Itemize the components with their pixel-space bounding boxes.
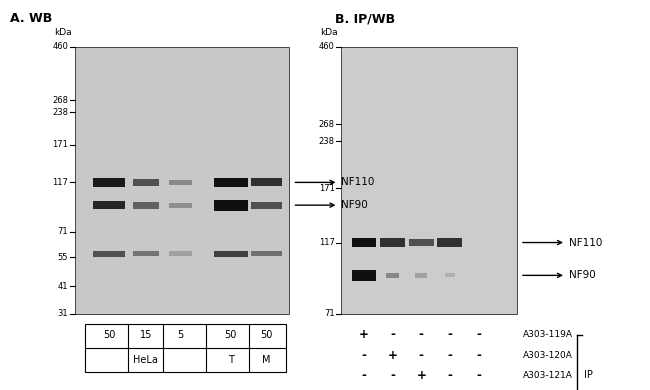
Text: 460: 460	[319, 42, 335, 51]
Text: +: +	[387, 349, 398, 362]
Text: NF90: NF90	[523, 270, 595, 280]
Text: A. WB: A. WB	[10, 12, 52, 25]
Text: -: -	[361, 369, 367, 382]
Text: 171: 171	[53, 140, 68, 149]
Text: -: -	[419, 328, 424, 341]
Bar	[93, 178, 125, 187]
Text: 31: 31	[58, 309, 68, 319]
Text: 50: 50	[224, 330, 237, 340]
Bar	[251, 251, 282, 256]
Bar	[75, 47, 289, 314]
Bar	[214, 250, 248, 257]
Text: 71: 71	[324, 309, 335, 319]
Text: NF90: NF90	[295, 200, 368, 210]
Bar	[169, 180, 192, 185]
Text: 117: 117	[53, 178, 68, 187]
Text: B. IP/WB: B. IP/WB	[335, 12, 395, 25]
Text: -: -	[419, 349, 424, 362]
Bar	[84, 324, 286, 372]
Text: NF110: NF110	[295, 177, 374, 188]
Text: 460: 460	[53, 42, 68, 51]
Text: 50: 50	[260, 330, 273, 340]
Bar	[445, 273, 455, 277]
Text: +: +	[445, 389, 455, 390]
Text: kDa: kDa	[54, 28, 72, 37]
Text: -: -	[361, 349, 367, 362]
Bar	[251, 179, 282, 186]
Text: HeLa: HeLa	[133, 355, 157, 365]
Text: 117: 117	[319, 238, 335, 247]
Bar	[169, 202, 192, 207]
Bar	[133, 251, 159, 256]
Bar	[93, 250, 125, 257]
Bar	[251, 202, 282, 209]
Text: 171: 171	[319, 184, 335, 193]
Text: -: -	[390, 328, 395, 341]
Text: -: -	[361, 389, 367, 390]
Text: +: +	[359, 328, 369, 341]
Text: IP: IP	[584, 370, 593, 380]
Text: -: -	[476, 369, 481, 382]
Bar	[409, 239, 434, 246]
Bar	[133, 179, 159, 186]
Text: 41: 41	[58, 282, 68, 291]
Text: -: -	[476, 328, 481, 341]
Bar	[93, 201, 125, 209]
Bar	[214, 177, 248, 187]
Bar	[341, 47, 517, 314]
Text: -: -	[447, 349, 452, 362]
Text: 268: 268	[318, 120, 335, 129]
Bar	[133, 202, 159, 209]
Text: NF110: NF110	[523, 238, 602, 248]
Text: 55: 55	[58, 253, 68, 262]
Bar	[352, 269, 376, 281]
Text: -: -	[447, 369, 452, 382]
Bar	[386, 273, 399, 278]
Text: A303-119A: A303-119A	[523, 330, 573, 339]
Text: -: -	[390, 369, 395, 382]
Text: +: +	[416, 369, 426, 382]
Text: A303-121A: A303-121A	[523, 371, 573, 380]
Text: A303-120A: A303-120A	[523, 351, 573, 360]
Bar	[214, 200, 248, 211]
Text: T: T	[227, 355, 234, 365]
Text: -: -	[390, 389, 395, 390]
Text: 238: 238	[52, 108, 68, 117]
Text: 15: 15	[140, 330, 153, 340]
Text: M: M	[262, 355, 271, 365]
Bar	[352, 238, 376, 247]
Text: 5: 5	[177, 330, 184, 340]
Bar	[437, 238, 462, 247]
Text: -: -	[476, 389, 481, 390]
Bar	[380, 238, 405, 247]
Text: -: -	[419, 389, 424, 390]
Text: 238: 238	[318, 136, 335, 145]
Text: 268: 268	[52, 96, 68, 105]
Text: -: -	[447, 328, 452, 341]
Text: 50: 50	[103, 330, 116, 340]
Bar	[169, 252, 192, 256]
Text: kDa: kDa	[320, 28, 338, 37]
Text: 71: 71	[58, 227, 68, 236]
Bar	[415, 273, 427, 278]
Text: -: -	[476, 349, 481, 362]
